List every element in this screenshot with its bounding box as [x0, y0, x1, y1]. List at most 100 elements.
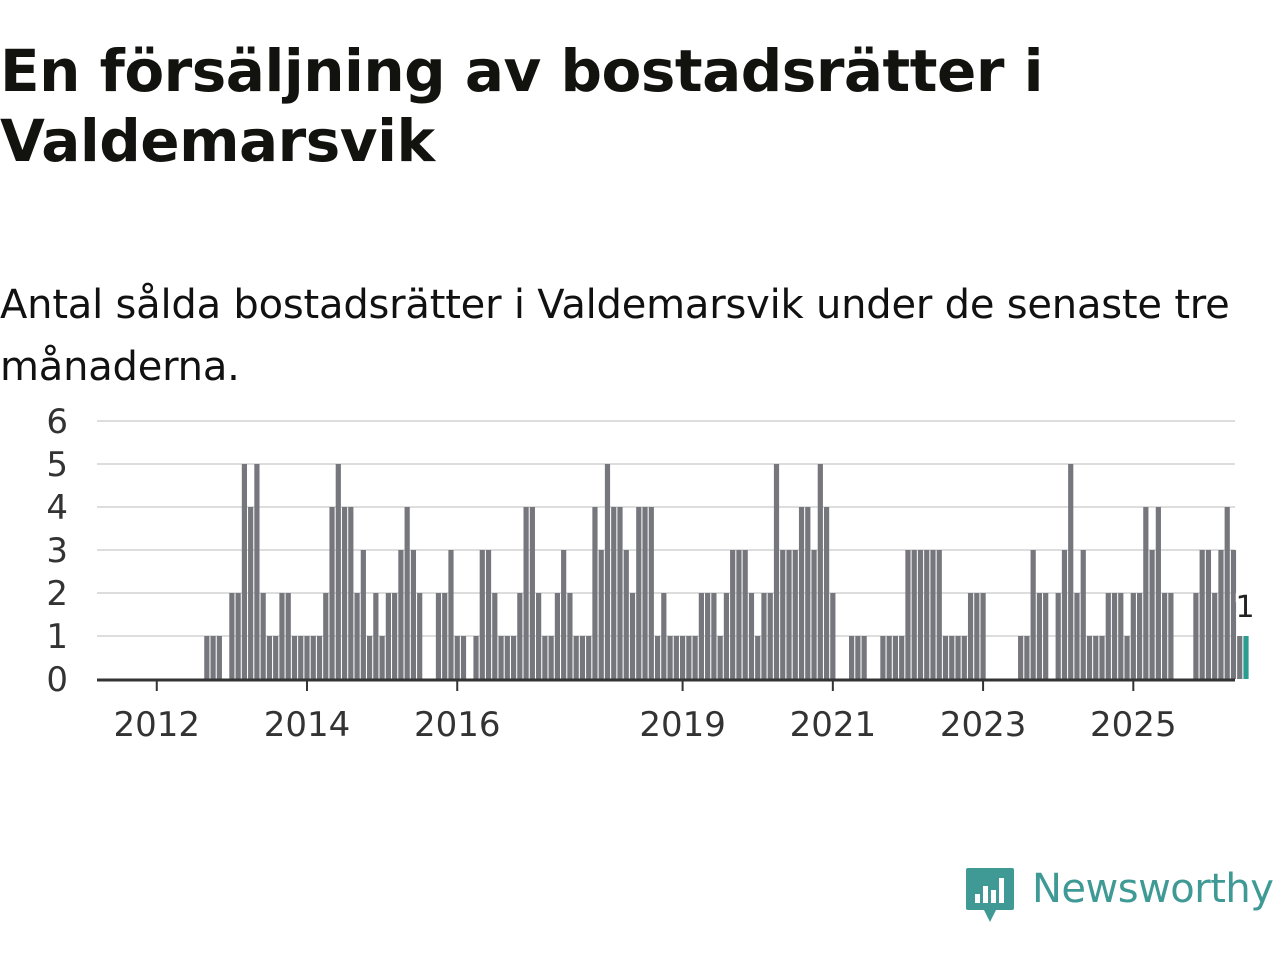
bar[interactable] [460, 636, 467, 679]
bar[interactable] [479, 550, 485, 679]
bar[interactable] [974, 593, 980, 679]
bar[interactable] [955, 636, 961, 679]
bar[interactable] [417, 593, 423, 679]
bar[interactable] [354, 593, 360, 679]
bar[interactable] [442, 593, 448, 679]
bar[interactable] [1205, 550, 1212, 679]
bar[interactable] [367, 636, 373, 679]
bar[interactable] [692, 636, 698, 679]
bar[interactable] [592, 507, 598, 679]
bar[interactable] [254, 464, 260, 679]
bar[interactable] [1168, 593, 1174, 679]
bar[interactable] [448, 550, 454, 679]
bar[interactable] [1111, 593, 1118, 679]
bar[interactable] [235, 593, 241, 679]
bar[interactable] [248, 507, 254, 679]
newsworthy-logo[interactable]: Newsworthy [964, 862, 1274, 932]
bar[interactable] [1212, 593, 1218, 679]
bar[interactable] [498, 636, 504, 679]
bar[interactable] [586, 636, 592, 679]
bar[interactable] [279, 593, 285, 679]
bar[interactable] [604, 464, 611, 679]
bar[interactable] [1237, 636, 1243, 679]
bar[interactable] [561, 550, 567, 679]
bar[interactable] [348, 507, 354, 679]
bar[interactable] [435, 593, 442, 679]
bar[interactable] [786, 550, 792, 679]
bar[interactable] [304, 636, 310, 679]
bar[interactable] [629, 593, 636, 679]
bar[interactable] [673, 636, 679, 679]
bar[interactable] [360, 550, 366, 679]
bar[interactable] [1074, 593, 1080, 679]
bar[interactable] [717, 636, 723, 679]
bar[interactable] [736, 550, 742, 679]
bar[interactable] [1124, 636, 1130, 679]
bar[interactable] [335, 464, 341, 679]
bar[interactable] [886, 636, 892, 679]
bar[interactable] [617, 507, 623, 679]
bar[interactable] [905, 550, 911, 679]
bar[interactable] [698, 593, 704, 679]
bar[interactable] [1230, 550, 1237, 679]
bar[interactable] [536, 593, 542, 679]
bar[interactable] [310, 636, 316, 679]
bar[interactable] [285, 593, 291, 679]
bar[interactable] [329, 507, 335, 679]
bar[interactable] [1036, 593, 1043, 679]
bar[interactable] [1043, 593, 1049, 679]
bar[interactable] [805, 507, 811, 679]
bar[interactable] [1118, 593, 1124, 679]
bar[interactable] [892, 636, 899, 679]
bar[interactable] [623, 550, 629, 679]
bar[interactable] [529, 507, 535, 679]
bar[interactable] [385, 593, 391, 679]
bar[interactable] [911, 550, 917, 679]
bar[interactable] [510, 636, 517, 679]
bar[interactable] [730, 550, 736, 679]
bar[interactable] [241, 464, 247, 679]
bar[interactable] [880, 636, 886, 679]
bar[interactable] [323, 593, 329, 679]
bar[interactable] [492, 593, 498, 679]
bar[interactable] [773, 464, 780, 679]
bar[interactable] [792, 550, 798, 679]
bar[interactable] [316, 636, 323, 679]
bar[interactable] [1149, 550, 1155, 679]
bar[interactable] [1155, 507, 1161, 679]
bar[interactable] [1162, 593, 1168, 679]
bar[interactable] [1061, 550, 1068, 679]
bar[interactable] [817, 464, 823, 679]
bar[interactable] [260, 593, 266, 679]
bar[interactable] [273, 636, 279, 679]
bar[interactable] [830, 593, 836, 679]
bar[interactable] [1218, 550, 1224, 679]
bar[interactable] [210, 636, 216, 679]
bar[interactable] [1199, 550, 1205, 679]
bar[interactable] [204, 636, 210, 679]
bar[interactable] [229, 593, 235, 679]
bar[interactable] [823, 507, 830, 679]
highlight-bar[interactable] [1243, 636, 1249, 679]
bar[interactable] [767, 593, 773, 679]
bar[interactable] [504, 636, 510, 679]
bar[interactable] [1018, 636, 1024, 679]
bar[interactable] [798, 507, 805, 679]
bar[interactable] [1068, 464, 1074, 679]
bar[interactable] [1143, 507, 1149, 679]
bar[interactable] [780, 550, 786, 679]
bar[interactable] [611, 507, 617, 679]
bar[interactable] [1093, 636, 1099, 679]
bar[interactable] [1224, 507, 1230, 679]
bar[interactable] [1193, 593, 1199, 679]
bar[interactable] [392, 593, 398, 679]
bar[interactable] [654, 636, 661, 679]
bar[interactable] [661, 593, 667, 679]
bar[interactable] [1030, 550, 1036, 679]
bar[interactable] [291, 636, 298, 679]
bar[interactable] [410, 550, 417, 679]
bar[interactable] [473, 636, 479, 679]
bar[interactable] [1105, 593, 1111, 679]
bar[interactable] [861, 636, 867, 679]
bar[interactable] [373, 593, 379, 679]
